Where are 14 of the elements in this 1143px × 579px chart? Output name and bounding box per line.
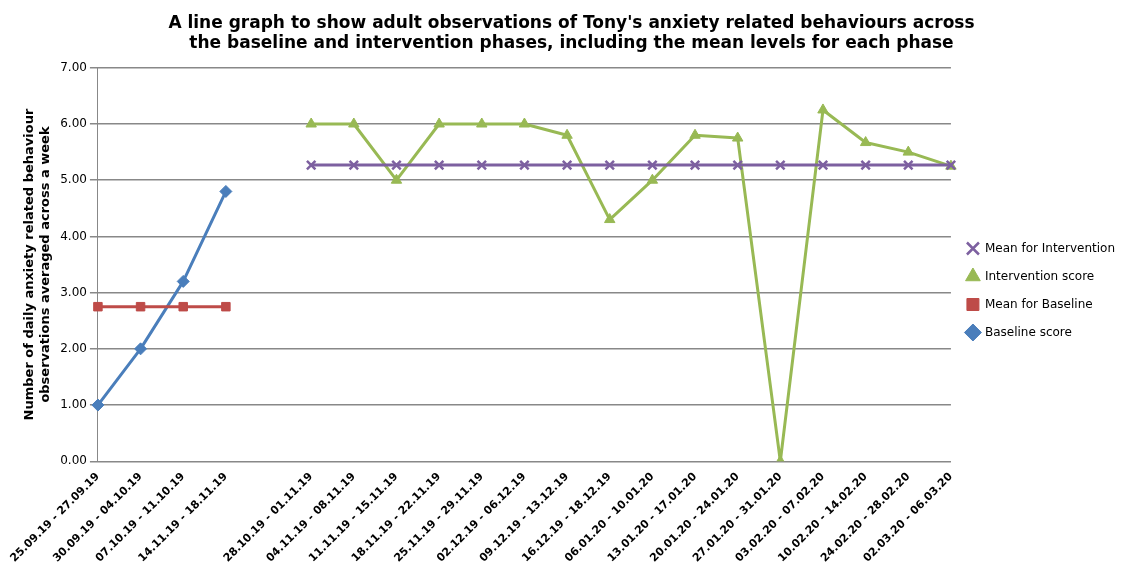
y-tick-label: 1.00 [60, 397, 87, 412]
y-tick-label: 2.00 [60, 340, 87, 355]
y-tick-label: 3.00 [60, 284, 87, 299]
legend-label: Baseline score [984, 324, 1072, 339]
legend-label: Intervention score [984, 268, 1095, 283]
legend-label: Mean for Intervention [984, 240, 1116, 255]
legend-label: Mean for Baseline [984, 296, 1093, 311]
y-tick-label: 6.00 [60, 116, 87, 131]
y-tick-label: 0.00 [60, 453, 87, 468]
y-tick-label: 5.00 [60, 172, 87, 187]
chart-title: A line graph to show adult observations of Tony's anxiety related behaviours across the baseline and intervention phases, including the mean levels for each phase [168, 11, 975, 53]
y-tick-label: 7.00 [60, 59, 87, 74]
y-axis-title: Number of daily anxiety related behaviour observations averaged across a week [21, 108, 52, 421]
y-tick-label: 4.00 [60, 228, 87, 243]
